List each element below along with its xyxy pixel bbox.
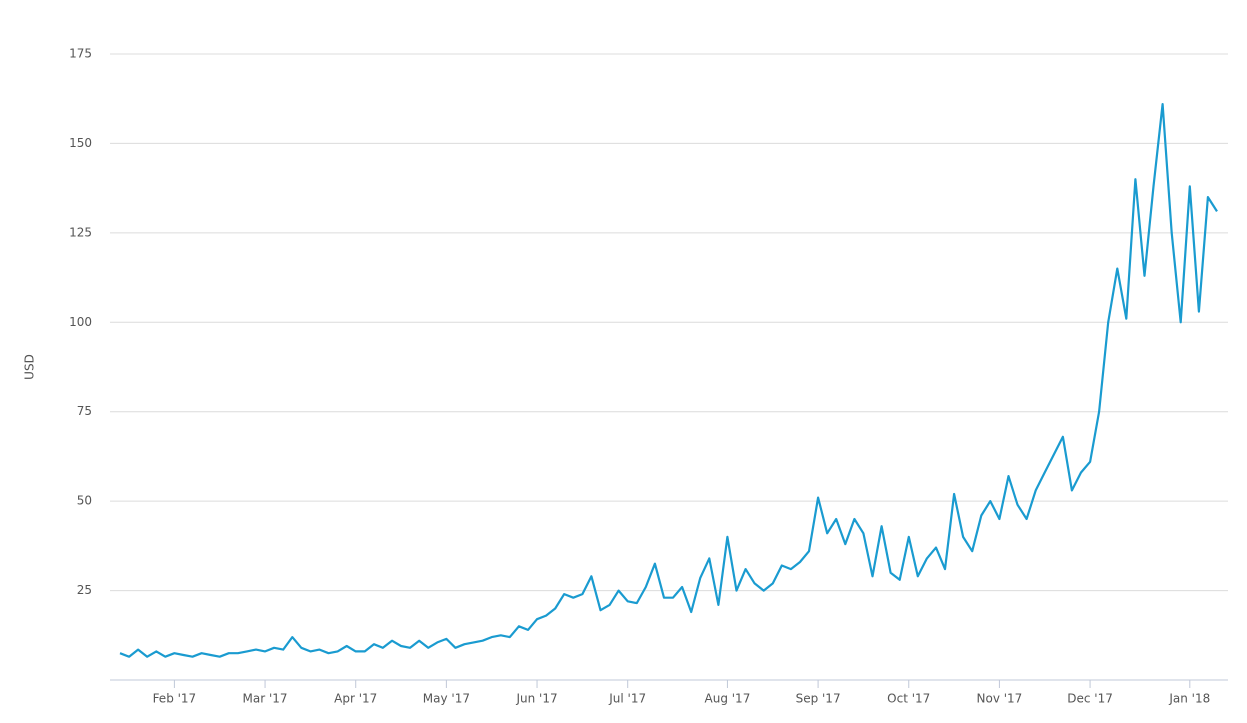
y-tick-label: 150 [69, 136, 92, 150]
x-tick-label: Feb '17 [153, 692, 197, 706]
y-tick-label: 25 [77, 583, 92, 597]
x-tick-label: Mar '17 [243, 692, 288, 706]
x-tick-label: Dec '17 [1067, 692, 1113, 706]
x-tick-label: Jun '17 [515, 692, 557, 706]
x-tick-label: Jan '18 [1168, 692, 1210, 706]
x-tick-label: Sep '17 [796, 692, 841, 706]
x-tick-label: May '17 [423, 692, 470, 706]
x-tick-label: Nov '17 [977, 692, 1023, 706]
y-tick-label: 125 [69, 225, 92, 239]
x-tick-label: Jul '17 [608, 692, 646, 706]
x-tick-label: Aug '17 [705, 692, 751, 706]
y-tick-label: 50 [77, 494, 92, 508]
y-axis-label: USD [23, 354, 37, 380]
x-tick-label: Apr '17 [334, 692, 377, 706]
y-tick-label: 175 [69, 47, 92, 61]
y-tick-label: 75 [77, 404, 92, 418]
x-tick-label: Oct '17 [887, 692, 930, 706]
price-line [119, 103, 1218, 658]
y-tick-label: 100 [69, 315, 92, 329]
